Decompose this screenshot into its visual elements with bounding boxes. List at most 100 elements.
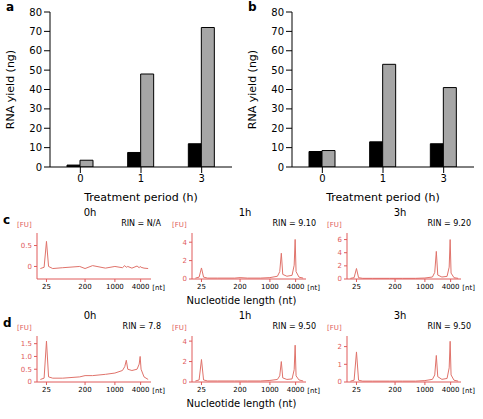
svg-text:3: 3 [198,173,204,184]
html-text:RIN = 9.50: RIN = 9.50 [272,322,316,331]
svg-text:4000: 4000 [287,283,305,291]
svg-text:10: 10 [271,142,284,153]
html-text:[FU]: [FU] [327,324,342,332]
svg-text:20: 20 [29,123,42,134]
svg-text:25: 25 [352,386,361,394]
svg-text:0: 0 [28,378,32,386]
html-text:RIN = 9.20: RIN = 9.20 [427,219,471,228]
svg-text:1000: 1000 [416,386,434,394]
html-text:a: a [6,0,15,14]
svg-text:0: 0 [278,162,284,173]
svg-text:1000: 1000 [416,283,434,291]
svg-text:2: 2 [183,257,187,265]
html-text:[FU]: [FU] [172,324,187,332]
svg-text:0: 0 [36,162,42,173]
svg-text:Treatment period (h): Treatment period (h) [83,191,198,204]
svg-text:Treatment period (h): Treatment period (h) [325,191,440,204]
svg-text:200: 200 [233,283,246,291]
svg-text:RNA yield (ng): RNA yield (ng) [246,50,259,129]
html-text:1h: 1h [238,207,252,218]
html-text:Nucleotide length (nt): Nucleotide length (nt) [186,398,297,409]
svg-text:80: 80 [29,7,42,18]
svg-text:0: 0 [183,275,187,283]
svg-text:80: 80 [271,7,284,18]
svg-text:6: 6 [338,236,343,244]
svg-text:25: 25 [42,283,51,291]
html-text:RIN = 9.50: RIN = 9.50 [427,322,471,331]
svg-text:40: 40 [29,84,42,95]
svg-text:50: 50 [29,65,42,76]
svg-text:4000: 4000 [442,386,460,394]
svg-text:1000: 1000 [261,283,279,291]
html-text:RIN = 9.10: RIN = 9.10 [272,219,316,228]
svg-text:70: 70 [271,26,284,37]
svg-text:4000: 4000 [442,283,460,291]
svg-text:1.0: 1.0 [21,353,32,361]
html-text:b: b [248,0,257,14]
svg-text:0.5: 0.5 [21,242,32,250]
svg-text:200: 200 [388,283,401,291]
html-text:[nt]: [nt] [152,284,165,292]
svg-text:1: 1 [338,361,342,369]
svg-text:4: 4 [183,338,188,346]
html-text:[nt]: [nt] [152,387,165,395]
svg-text:4000: 4000 [132,386,150,394]
html-text:1h: 1h [238,310,252,321]
svg-text:200: 200 [78,283,91,291]
svg-text:1: 1 [138,173,144,184]
svg-text:4: 4 [338,249,343,257]
svg-text:200: 200 [388,386,401,394]
svg-text:2: 2 [183,358,187,366]
svg-text:10: 10 [29,142,42,153]
html-text:[FU]: [FU] [327,221,342,229]
svg-text:0: 0 [77,173,83,184]
svg-text:25: 25 [197,283,206,291]
svg-text:25: 25 [42,386,51,394]
html-text:[FU]: [FU] [17,221,32,229]
svg-text:4000: 4000 [287,386,305,394]
svg-text:60: 60 [271,45,284,56]
svg-text:70: 70 [29,26,42,37]
html-text:[nt]: [nt] [307,284,320,292]
html-text:[FU]: [FU] [17,324,32,332]
svg-text:0.5: 0.5 [21,366,32,374]
html-text:3h: 3h [393,310,407,321]
svg-text:25: 25 [352,283,361,291]
svg-text:4000: 4000 [132,283,150,291]
svg-text:0: 0 [183,378,187,386]
html-text:0h: 0h [83,207,97,218]
svg-text:4: 4 [183,239,188,247]
html-text:[nt]: [nt] [462,284,475,292]
html-text:[FU]: [FU] [172,221,187,229]
svg-text:40: 40 [271,84,284,95]
svg-text:1000: 1000 [106,283,124,291]
html-text:d: d [3,316,12,330]
svg-text:1000: 1000 [261,386,279,394]
svg-text:1000: 1000 [106,386,124,394]
svg-text:30: 30 [29,103,42,114]
svg-text:25: 25 [197,386,206,394]
svg-text:50: 50 [271,65,284,76]
svg-text:200: 200 [78,386,91,394]
svg-text:1: 1 [380,173,386,184]
svg-text:0: 0 [338,378,342,386]
html-text:RIN = 7.8: RIN = 7.8 [122,322,161,331]
svg-text:60: 60 [29,45,42,56]
svg-text:2: 2 [338,343,342,351]
svg-text:2: 2 [338,262,342,270]
svg-text:0: 0 [28,263,32,271]
svg-text:0: 0 [338,275,342,283]
svg-text:1.5: 1.5 [21,340,32,348]
html-text:Nucleotide length (nt): Nucleotide length (nt) [186,295,297,306]
svg-text:20: 20 [271,123,284,134]
svg-text:200: 200 [233,386,246,394]
html-text:c: c [3,213,11,227]
svg-text:3: 3 [440,173,446,184]
html-text:3h: 3h [393,207,407,218]
html-text:0h: 0h [83,310,97,321]
html-text:[nt]: [nt] [307,387,320,395]
html-text:RIN = N/A: RIN = N/A [121,219,161,228]
svg-text:30: 30 [271,103,284,114]
svg-text:0: 0 [319,173,325,184]
svg-text:RNA yield (ng): RNA yield (ng) [8,50,17,129]
